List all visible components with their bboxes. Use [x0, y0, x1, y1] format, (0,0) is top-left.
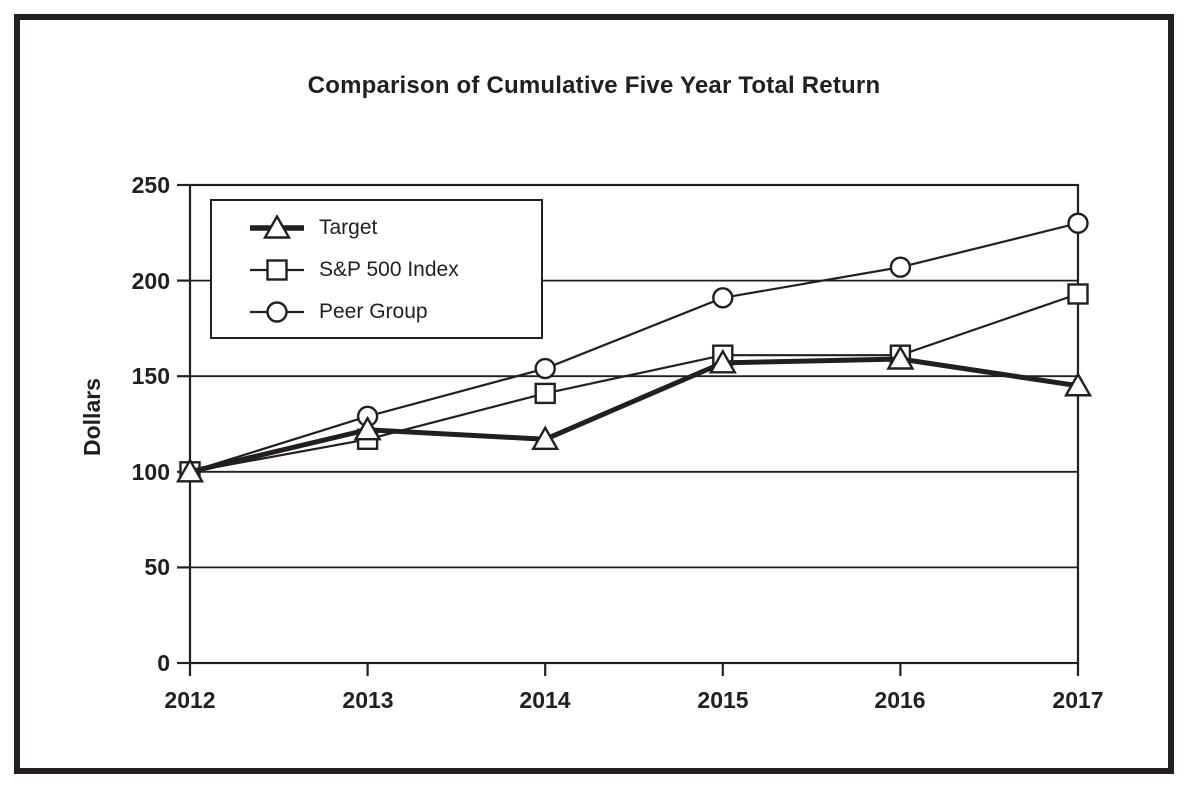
legend-item-peer-group: Peer Group — [212, 291, 541, 333]
y-tick-label-100: 100 — [131, 459, 170, 485]
y-tick-label-50: 50 — [144, 554, 170, 580]
sp500-line-square-icon — [250, 259, 304, 281]
y-tick-label-200: 200 — [131, 268, 170, 294]
peer-group-line-circle-icon — [250, 301, 304, 323]
x-tick-label-2017: 2017 — [1052, 687, 1104, 713]
legend-label-sp500: S&P 500 Index — [319, 258, 459, 281]
x-tick-label-2012: 2012 — [164, 687, 216, 713]
legend-item-sp500: S&P 500 Index — [212, 249, 541, 291]
x-tick-label-2014: 2014 — [519, 687, 571, 713]
legend-label-peer-group: Peer Group — [319, 300, 428, 323]
chart-title: Comparison of Cumulative Five Year Total… — [307, 72, 881, 99]
y-tick-label-150: 150 — [131, 363, 170, 389]
y-tick-label-250: 250 — [131, 172, 170, 198]
legend-item-target: Target — [212, 207, 541, 249]
x-tick-label-2013: 2013 — [342, 687, 394, 713]
x-tick-label-2016: 2016 — [874, 687, 926, 713]
y-tick-label-0: 0 — [157, 650, 170, 676]
x-tick-label-2015: 2015 — [697, 687, 749, 713]
target-line-triangle-icon — [250, 214, 304, 239]
legend: Target S&P 500 Index Peer Group — [210, 199, 543, 339]
figure-border — [14, 14, 1174, 774]
legend-label-target: Target — [319, 216, 378, 239]
